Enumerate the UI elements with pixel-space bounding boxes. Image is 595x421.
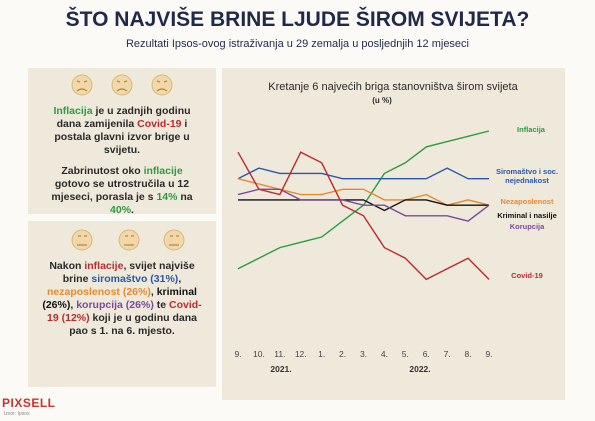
- year-label: 2022.: [409, 364, 430, 374]
- series-line: [237, 167, 489, 180]
- series-line: [237, 188, 490, 222]
- text-run: je u zadnjih godinu dana zamijenila: [56, 105, 191, 130]
- chart: Kretanje 6 najvećih briga stanovništva š…: [209, 81, 519, 374]
- chart-panel: Kretanje 6 najvećih briga stanovništva š…: [209, 68, 565, 400]
- x-tick-label: 6.: [423, 349, 430, 359]
- text-run: inflacije: [84, 260, 124, 272]
- faces: [71, 74, 173, 96]
- x-tick-label: 2.: [339, 349, 346, 359]
- x-tick-label: 3.: [360, 349, 367, 359]
- x-tick-label: 9.: [485, 349, 492, 359]
- text-run: siromaštvo (31%): [91, 273, 179, 285]
- year-label: 2021.: [270, 364, 291, 374]
- text-run: nezaposlenost (26%): [47, 286, 151, 298]
- x-tick-label: 8.: [465, 349, 472, 359]
- text-run: Covid-19: [137, 118, 182, 130]
- text-run: korupcija (26%): [76, 299, 154, 311]
- logo: PIXSELL: [2, 396, 56, 410]
- page-subtitle: Rezultati Ipsos-ovog istraživanja u 29 z…: [125, 38, 469, 50]
- text-run: 40%: [110, 204, 132, 216]
- series-label: Covid-19: [511, 271, 543, 280]
- chart-title: Kretanje 6 najvećih briga stanovništva š…: [268, 81, 518, 93]
- info-box: Inflacija je u zadnjih godinu dana zamij…: [28, 68, 216, 217]
- series-label: Siromaštvo i soc. nejednakost: [495, 167, 559, 185]
- series-label: Kriminal i nasilje: [497, 211, 557, 220]
- x-tick-label: 9.: [234, 349, 241, 359]
- text-block: Nakon inflacije, svijet najviše brine si…: [28, 260, 216, 338]
- x-tick-label: 4.: [381, 349, 388, 359]
- x-tick-label: 12.: [295, 349, 307, 359]
- series-label: Nezaposlenost: [500, 197, 554, 206]
- text-run: inflacije: [143, 165, 183, 177]
- x-tick-label: 7.: [444, 349, 451, 359]
- text-block: Inflacija je u zadnjih godinu dana zamij…: [28, 105, 216, 217]
- text-run: Nakon: [49, 260, 85, 272]
- text-run: ,: [178, 273, 182, 285]
- x-tick-label: 1.: [318, 349, 325, 359]
- text-run: i postala glavni izvor brige u svijetu.: [54, 118, 190, 156]
- text-run: kriminal (26%): [42, 286, 197, 311]
- x-tick-label: 5.: [402, 349, 409, 359]
- series-line: [238, 199, 489, 212]
- paragraph: Inflacija je u zadnjih godinu dana zamij…: [46, 105, 198, 157]
- text-run: .: [131, 204, 134, 216]
- x-tick-label: 11.: [274, 349, 285, 359]
- series-line: [237, 178, 490, 206]
- x-tick-label: 10.: [253, 349, 265, 359]
- source: Izvor: Ipsos: [4, 411, 30, 417]
- paragraph: Nakon inflacije, svijet najviše brine si…: [42, 260, 202, 338]
- text-run: ,: [70, 299, 77, 311]
- chart-subtitle: (u %): [372, 96, 392, 105]
- series-label: Inflacija: [517, 125, 545, 134]
- text-run: ,: [150, 286, 157, 298]
- text-run: koji je u godinu dana pao s 1. na 6. mje…: [69, 312, 197, 337]
- text-run: Inflacija: [53, 105, 93, 117]
- series-label: Korupcija: [509, 222, 545, 231]
- text-run: te: [153, 299, 169, 311]
- text-run: 14%: [156, 191, 178, 203]
- text-run: gotovo se utrostručila u 12 mjeseci, por…: [51, 178, 190, 203]
- paragraph: Zabrinutost oko inflacije gotovo se utro…: [46, 165, 198, 217]
- text-run: Zabrinutost oko: [61, 165, 144, 177]
- series-line: [237, 151, 490, 281]
- text-run: , svijet najviše brine: [62, 260, 195, 285]
- text-run: Covid-19 (12%): [47, 299, 202, 324]
- page-title: ŠTO NAJVIŠE BRINE LJUDE ŠIROM SVIJETA?: [65, 8, 530, 31]
- faces: [71, 229, 185, 251]
- text-run: na: [177, 191, 193, 203]
- info-box: Nakon inflacije, svijet najviše brine si…: [28, 221, 216, 387]
